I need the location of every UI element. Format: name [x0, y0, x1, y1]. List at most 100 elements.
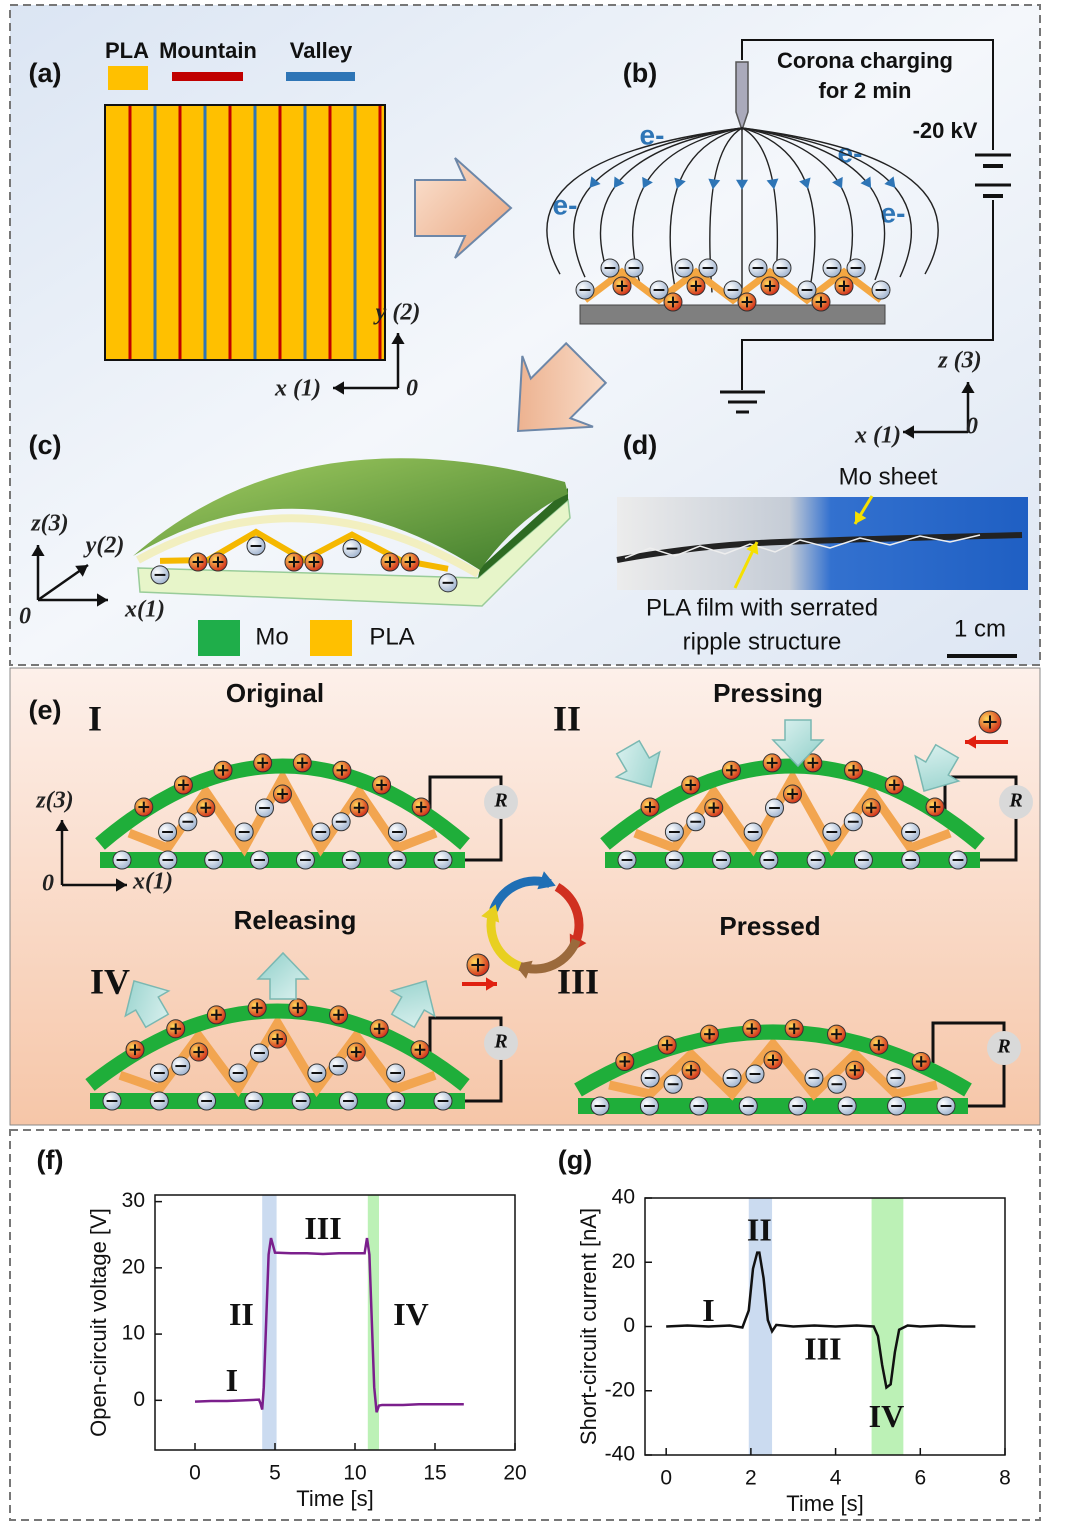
label: IV	[90, 961, 130, 1001]
pla-ripple	[608, 1036, 938, 1101]
arrow-head	[333, 381, 344, 395]
label: R	[1008, 790, 1022, 812]
label: 10	[122, 1322, 145, 1345]
label: Open-circuit voltage [V]	[86, 1208, 111, 1437]
legend-swatch	[172, 72, 243, 81]
resistor	[484, 1026, 518, 1060]
field-line	[573, 127, 743, 278]
label: II	[229, 1296, 254, 1332]
label: Valley	[290, 38, 353, 63]
label: 0	[133, 1388, 145, 1411]
label: I	[702, 1292, 714, 1328]
arrow-head	[613, 176, 625, 189]
label: (e)	[29, 695, 62, 725]
data-line	[194, 1237, 464, 1413]
label: 40	[612, 1186, 635, 1209]
shaded-region	[871, 1198, 904, 1455]
arrow-head	[97, 593, 108, 607]
label: 20	[612, 1250, 635, 1273]
pla-ripple	[582, 267, 884, 305]
process-arrow	[414, 157, 513, 259]
pla-ripple	[159, 528, 449, 572]
label: y (2)	[373, 300, 421, 326]
mo-top	[133, 458, 568, 570]
label: R	[493, 790, 507, 812]
label: Pressing	[713, 678, 823, 708]
arrow-head	[481, 904, 500, 923]
label: Time [s]	[296, 1486, 373, 1511]
label: z(3)	[30, 511, 68, 537]
arrow-head	[674, 177, 686, 189]
label: 5	[269, 1462, 281, 1485]
label: (f)	[37, 1145, 64, 1175]
label: y(2)	[83, 533, 125, 559]
arrow-head	[766, 178, 779, 190]
label: x (1)	[274, 376, 321, 402]
arrow-head	[589, 176, 601, 188]
label: 0	[42, 871, 54, 897]
label: Corona charging	[777, 48, 953, 73]
needle	[735, 61, 749, 133]
label: e-	[553, 189, 578, 220]
legend-swatch	[310, 620, 352, 656]
arrow-head	[860, 176, 872, 189]
arrow-head	[486, 977, 497, 991]
label: IV	[393, 1296, 429, 1332]
label: (a)	[29, 58, 62, 88]
shaded-region	[367, 1195, 379, 1450]
label: I	[88, 698, 102, 738]
label: III	[557, 961, 599, 1001]
label: PLA	[105, 38, 149, 63]
label: ripple structure	[683, 628, 842, 655]
label: 0	[189, 1462, 201, 1485]
label: z (3)	[937, 348, 981, 374]
arrow-head	[642, 176, 653, 189]
resistor	[999, 785, 1033, 819]
resistor	[484, 785, 518, 819]
label: 20	[122, 1255, 145, 1278]
label: z(3)	[35, 788, 73, 814]
label: 8	[999, 1467, 1011, 1490]
label: III	[304, 1210, 341, 1246]
arrow-head	[708, 178, 721, 190]
label: Original	[226, 678, 324, 708]
label: PLA	[369, 623, 414, 650]
arrow-head	[31, 545, 45, 556]
mo-electrode	[90, 1093, 465, 1109]
pla-sheet	[104, 104, 386, 361]
label: I	[226, 1362, 238, 1398]
label: 20	[503, 1462, 526, 1485]
label: Time [s]	[786, 1491, 863, 1516]
label: III	[804, 1331, 841, 1367]
arrow-head	[832, 176, 843, 189]
press-arrow	[614, 739, 661, 788]
arrow-head	[961, 382, 975, 393]
label: 4	[830, 1467, 842, 1490]
label: IV	[869, 1398, 905, 1434]
pla-ripple	[118, 1014, 437, 1098]
legend-swatch	[108, 66, 148, 90]
label: Mo	[255, 623, 288, 650]
release-arrow	[124, 980, 171, 1029]
arrow-head	[903, 425, 914, 439]
mo-edge	[478, 488, 568, 578]
resistor	[987, 1031, 1021, 1065]
label: -20	[605, 1378, 635, 1401]
label: x(1)	[124, 597, 165, 623]
mo-electrode	[605, 852, 980, 868]
label: 2	[745, 1467, 757, 1490]
label: x (1)	[854, 423, 901, 449]
label: 0	[966, 414, 978, 440]
mo-electrode	[100, 852, 465, 868]
pla-ripple	[633, 768, 952, 857]
label: -40	[605, 1443, 635, 1466]
arrow-head	[116, 878, 127, 892]
label: R	[996, 1036, 1010, 1058]
arrow-head	[55, 820, 69, 831]
label: 1 cm	[954, 615, 1006, 642]
label: (d)	[623, 430, 657, 460]
label: 30	[122, 1189, 145, 1212]
label: -20 kV	[913, 118, 978, 143]
label: II	[747, 1212, 772, 1248]
